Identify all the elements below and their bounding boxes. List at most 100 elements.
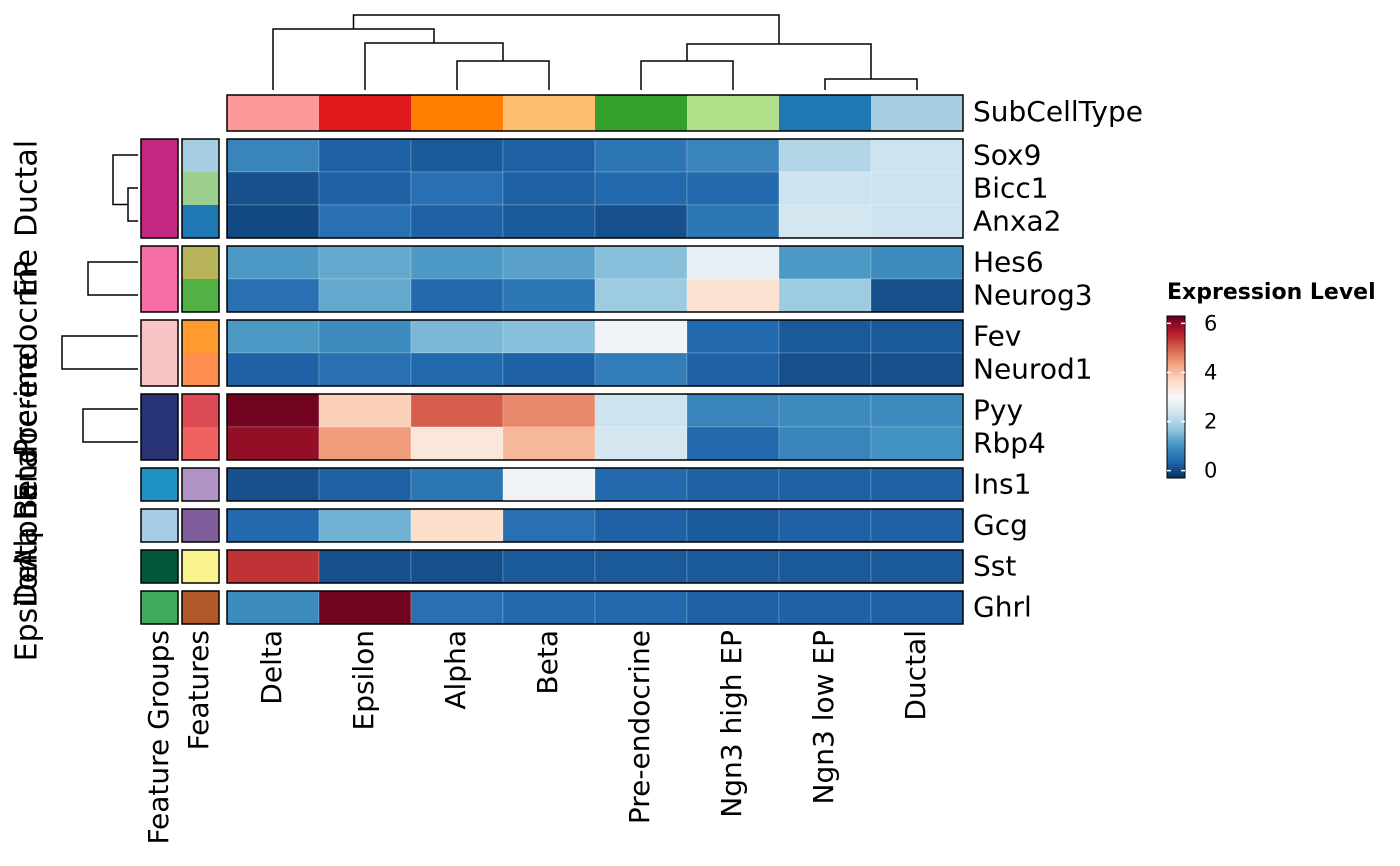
heatmap-cell: [502, 352, 596, 387]
heatmap-cell: [594, 278, 688, 313]
heatmap-cell: [594, 204, 688, 239]
feature-cell: [182, 246, 219, 279]
heatmap-cell: [686, 352, 780, 387]
heatmap-cell: [318, 590, 412, 625]
heatmap-cell: [410, 204, 504, 239]
heatmap-cell: [778, 278, 872, 313]
heatmap-cell: [594, 171, 688, 206]
heatmap-cell: [226, 508, 320, 543]
heatmap-cell: [502, 426, 596, 461]
heatmap-cell: [778, 393, 872, 428]
heatmap-cell: [318, 319, 412, 354]
feature-cell: [182, 139, 219, 172]
heatmap-cell: [870, 426, 964, 461]
row-label: Bicc1: [973, 172, 1049, 205]
heatmap-cell: [410, 138, 504, 173]
feature-block-border: [181, 467, 220, 502]
feature-group-label: Endocrine: [10, 352, 45, 502]
heatmap-cell: [410, 393, 504, 428]
heatmap-cell: [686, 138, 780, 173]
row-label: Sst: [973, 550, 1016, 583]
heatmap-cell: [594, 590, 688, 625]
heatmap-cell: [778, 426, 872, 461]
heatmap-cell: [318, 138, 412, 173]
heatmap-cell: [594, 245, 688, 280]
column-annotation-cell: [871, 95, 963, 131]
heatmap-cell: [502, 204, 596, 239]
feature-group-label: Delta: [10, 526, 45, 606]
heatmap-cell: [502, 245, 596, 280]
colorbar-tick-label: 6: [1204, 311, 1217, 335]
column-annotation-cell: [779, 95, 871, 131]
heatmap-cell: [870, 278, 964, 313]
heatmap-block-border: [226, 508, 964, 543]
feature-group-label: Epsilon: [10, 554, 45, 662]
heatmap-cell: [594, 426, 688, 461]
column-annotation-cell: [411, 95, 503, 131]
feature-cell: [182, 172, 219, 205]
heatmap-cell: [226, 204, 320, 239]
heatmap-cell: [410, 508, 504, 543]
column-annotation-cell: [503, 95, 595, 131]
heatmap-cell: [594, 393, 688, 428]
heatmap-cell: [870, 352, 964, 387]
heatmap-block-border: [226, 393, 964, 461]
heatmap-cell: [870, 138, 964, 173]
heatmap-cell: [778, 508, 872, 543]
row-label: Gcg: [973, 509, 1028, 542]
heatmap-cell: [594, 352, 688, 387]
heatmap-cell: [226, 426, 320, 461]
heatmap-cell: [686, 426, 780, 461]
feature-group-cell: [140, 467, 179, 502]
feature-group-cell: [140, 393, 179, 461]
heatmap-cell: [410, 467, 504, 502]
legend-title: Expression Level: [1167, 280, 1376, 305]
heatmap-cell: [686, 319, 780, 354]
column-label: Ngn3 high EP: [715, 630, 748, 818]
column-label: Ductal: [899, 630, 932, 721]
feature-cell: [182, 394, 219, 427]
heatmap-cell: [502, 171, 596, 206]
heatmap-cell: [870, 319, 964, 354]
heatmap-cell: [410, 171, 504, 206]
feature-group-cell: [140, 245, 179, 313]
heatmap-cell: [318, 467, 412, 502]
heatmap-cell: [226, 138, 320, 173]
heatmap-cell: [686, 393, 780, 428]
heatmap-cell: [870, 549, 964, 584]
heatmap-block-border: [226, 549, 964, 584]
feature-block-border: [181, 245, 220, 313]
feature-group-label: Beta: [10, 450, 45, 519]
feature-cell: [182, 427, 219, 460]
heatmap-cell: [686, 171, 780, 206]
heatmap-cell: [870, 204, 964, 239]
colorbar-tick-label: 0: [1204, 459, 1217, 483]
heatmap-block-border: [226, 319, 964, 387]
heatmap-cell: [318, 352, 412, 387]
feature-group-cell: [140, 549, 179, 584]
heatmap-cell: [226, 352, 320, 387]
feature-block-border: [181, 138, 220, 239]
feature-block-border: [181, 549, 220, 584]
heatmap-cell: [502, 467, 596, 502]
row-annotation-label: Features: [182, 630, 215, 750]
feature-group-cell: [140, 590, 179, 625]
heatmap-cell: [318, 171, 412, 206]
heatmap-cell: [594, 467, 688, 502]
heatmap-block-border: [226, 138, 964, 239]
heatmap-cell: [686, 508, 780, 543]
heatmap-cell: [226, 171, 320, 206]
row-label: Hes6: [973, 246, 1044, 279]
column-label: Ngn3 low EP: [807, 630, 840, 804]
heatmap-cell: [318, 426, 412, 461]
heatmap-cell: [686, 467, 780, 502]
heatmap-cell: [502, 278, 596, 313]
heatmap-cell: [410, 549, 504, 584]
heatmap-cell: [410, 352, 504, 387]
row-annotation-label: Feature Groups: [142, 630, 175, 845]
heatmap-cell: [870, 590, 964, 625]
heatmap-cell: [226, 319, 320, 354]
heatmap-cell: [502, 590, 596, 625]
feature-cell: [182, 468, 219, 501]
